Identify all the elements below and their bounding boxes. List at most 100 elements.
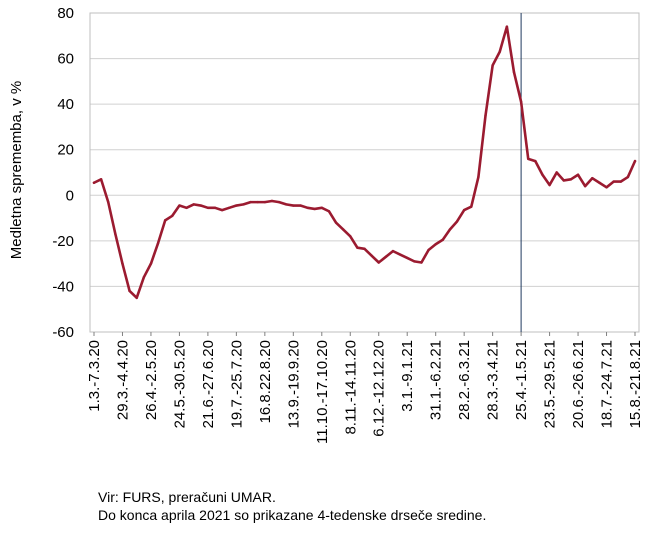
- data-point: [114, 232, 117, 236]
- x-tick-label: 18.7.-24.7.21: [599, 340, 616, 428]
- data-point: [484, 114, 487, 117]
- data-point: [527, 157, 530, 161]
- data-point: [277, 200, 281, 204]
- data-point: [156, 241, 160, 245]
- data-point: [420, 261, 423, 264]
- data-point: [99, 178, 103, 181]
- data-point: [178, 204, 181, 207]
- x-tick-label: 6.12.-12.12.20: [371, 340, 388, 437]
- data-point: [591, 176, 594, 180]
- data-point: [334, 221, 338, 224]
- data-point: [341, 228, 345, 231]
- data-point: [427, 248, 430, 252]
- x-tick-label: 25.4.-1.5.21: [513, 340, 530, 420]
- y-tick-label: 40: [57, 96, 74, 113]
- data-point: [398, 253, 402, 256]
- data-point: [512, 71, 516, 74]
- x-tick-label: 31.1.-6.2.21: [428, 340, 445, 420]
- data-point: [270, 199, 274, 203]
- x-tick-label: 3.1.-9.1.21: [399, 340, 416, 412]
- data-point: [213, 206, 217, 210]
- data-point: [163, 219, 167, 222]
- data-point: [633, 159, 637, 163]
- data-point: [313, 207, 316, 211]
- data-point: [228, 206, 231, 210]
- x-tick-label: 28.2.-6.3.21: [456, 340, 473, 420]
- data-point: [583, 184, 587, 188]
- data-point: [220, 208, 224, 212]
- data-point: [249, 200, 252, 204]
- x-tick-label: 20.6.-26.6.21: [570, 340, 587, 428]
- data-point: [192, 203, 195, 206]
- data-point: [284, 203, 288, 206]
- data-point: [149, 262, 153, 265]
- plot-area-border: [89, 12, 640, 333]
- data-point: [519, 100, 523, 104]
- data-point: [235, 204, 238, 207]
- data-point: [626, 175, 630, 179]
- y-axis-title: Medletna sprememba, v %: [8, 81, 25, 259]
- data-point: [605, 186, 608, 189]
- x-tick-label: 11.10.-17.10.20: [314, 340, 331, 444]
- data-point: [199, 204, 202, 207]
- y-tick-label: 0: [66, 187, 74, 204]
- data-point: [413, 260, 416, 263]
- x-tick-label: 26.4.-2.5.20: [143, 340, 160, 420]
- data-point: [142, 276, 146, 279]
- data-point: [107, 200, 110, 204]
- data-point: [455, 220, 459, 223]
- data-point: [92, 181, 96, 184]
- data-point: [121, 262, 124, 265]
- data-point: [562, 179, 566, 182]
- data-point: [548, 183, 551, 187]
- x-tick-label: 23.5.-29.5.21: [542, 340, 559, 428]
- data-point: [206, 206, 210, 210]
- data-point: [491, 64, 494, 67]
- y-tick-label: -20: [52, 233, 74, 250]
- data-point: [363, 247, 366, 251]
- x-axis: 1.3.-7.3.20 29.3.-4.4.20 26.4.-2.5.20 24.5.…: [86, 332, 644, 444]
- data-point: [349, 235, 352, 238]
- data-point: [356, 246, 359, 249]
- x-tick-label: 15.8.-21.8.21: [627, 340, 644, 428]
- data-point: [135, 296, 138, 300]
- data-point: [569, 178, 573, 181]
- data-point: [498, 50, 501, 53]
- data-point: [391, 249, 395, 253]
- data-point: [555, 171, 558, 174]
- x-tick-label: 8.11.-14.11.20: [342, 340, 359, 435]
- data-point: [541, 173, 544, 176]
- y-tick-label: -40: [52, 278, 74, 295]
- data-point: [171, 214, 174, 217]
- y-tick-label: -60: [52, 324, 74, 341]
- data-point: [242, 203, 245, 206]
- x-tick-label: 1.3.-7.3.20: [86, 340, 103, 412]
- data-point: [434, 243, 437, 246]
- data-point: [470, 205, 473, 208]
- data-point: [292, 204, 295, 207]
- source-note: Vir: FURS, preračuni UMAR.: [98, 489, 276, 505]
- x-tick-label: 13.9.-19.9.20: [285, 340, 302, 428]
- data-point: [306, 206, 309, 210]
- x-tick-label: 29.3.-4.4.20: [114, 340, 131, 420]
- x-tick-label: 16.8.22.8.20: [257, 340, 274, 423]
- data-point: [299, 204, 302, 207]
- data-point: [441, 238, 445, 241]
- data-point: [598, 181, 601, 184]
- data-point: [320, 206, 323, 210]
- series-line: [92, 25, 637, 300]
- y-tick-label: 60: [57, 51, 74, 68]
- data-point: [256, 200, 259, 204]
- data-point: [477, 175, 480, 179]
- data-point: [612, 180, 615, 183]
- y-tick-label: 80: [57, 5, 74, 22]
- data-point: [384, 255, 388, 259]
- x-tick-label: 19.7.-25.7.20: [228, 340, 245, 428]
- grid: [90, 12, 639, 333]
- data-point: [406, 256, 409, 260]
- data-point: [505, 25, 509, 28]
- y-axis: -60 -40 -20 0 20 40 60 80: [52, 5, 74, 341]
- x-tick-label: 28.3.-3.4.21: [485, 340, 502, 420]
- data-point: [619, 180, 622, 183]
- data-point: [263, 200, 267, 204]
